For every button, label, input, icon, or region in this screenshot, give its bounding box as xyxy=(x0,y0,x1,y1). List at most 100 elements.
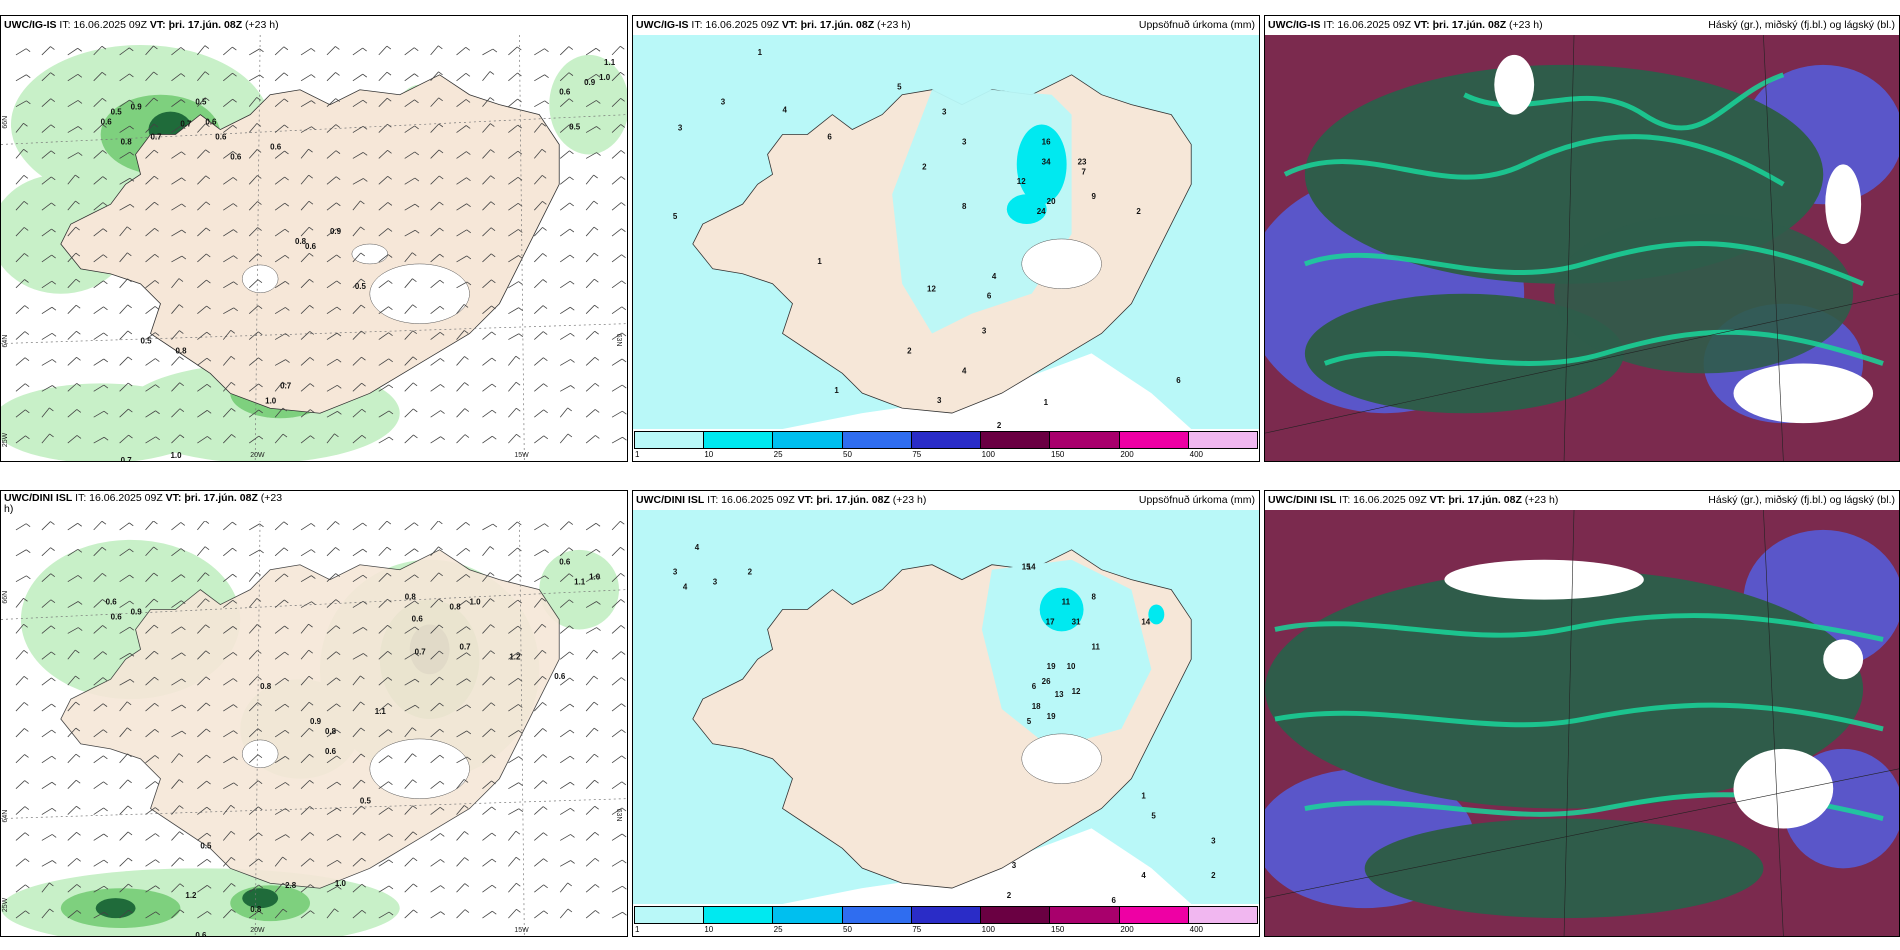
wind-barb xyxy=(404,356,414,366)
wind-barb-feather xyxy=(233,255,238,259)
wind-barb xyxy=(119,382,129,392)
wind-barb-feather xyxy=(179,356,184,360)
wind-barb xyxy=(404,883,414,893)
wind-barb-feather xyxy=(388,807,393,812)
wind-barb xyxy=(534,806,544,815)
wind-barb xyxy=(274,433,284,444)
wind-barb xyxy=(611,254,622,263)
wind-barb-feather xyxy=(438,624,444,629)
wind-barb-feather xyxy=(465,46,470,51)
wind-barb xyxy=(533,598,543,608)
map-accumulated-precip[interactable]: 4 3 2 3 4 15 14 11 17 31 8 14 19 26 18 13 12 19 10 11 6 5 3 2 4 1… xyxy=(633,510,1259,904)
wind-barb-feather xyxy=(50,599,56,604)
map-precip-wind[interactable]: 66N 64N 25W 20W 15W 63N 0.6 0.5 0.9 0.8 0.7 0… xyxy=(1,35,627,461)
wind-barb-feather xyxy=(387,228,393,232)
wind-barb-feather xyxy=(180,73,186,77)
wind-barb xyxy=(145,45,154,56)
wind-barb xyxy=(430,410,441,418)
wind-barb-feather xyxy=(518,730,523,734)
wind-barb xyxy=(326,202,337,211)
wind-barb-feather xyxy=(258,409,263,414)
wind-barb xyxy=(145,306,156,315)
wind-barb xyxy=(352,883,363,893)
wind-barb-feather xyxy=(569,599,574,604)
wind-barb xyxy=(197,546,206,557)
wind-barb-feather xyxy=(388,306,393,310)
map-cloud-cover[interactable] xyxy=(1265,35,1899,461)
wind-barb xyxy=(300,728,310,738)
wind-barb-feather xyxy=(232,547,237,552)
wind-barb xyxy=(15,100,27,108)
wind-barb xyxy=(119,779,128,789)
wind-barb-feather xyxy=(621,781,627,786)
wind-barb-feather xyxy=(362,627,368,631)
colorbar-swatch xyxy=(704,432,774,448)
map-cloud-cover[interactable] xyxy=(1265,510,1899,936)
wind-barb-feather xyxy=(204,71,210,75)
wind-barb-feather xyxy=(232,177,238,181)
map-value-label: 14 xyxy=(1027,563,1036,572)
map-value-label: 3 xyxy=(713,578,718,587)
map-precip-wind[interactable]: 66N 64N 25W 20W 15W 63N 0.6 0.9 0.8 0.6 0.8 1… xyxy=(1,510,627,936)
wind-barb xyxy=(508,381,517,392)
wind-barb-feather xyxy=(518,229,523,233)
wind-barb xyxy=(430,911,441,919)
wind-barb xyxy=(378,384,390,392)
wind-barb xyxy=(352,278,362,289)
wind-barb-feather xyxy=(620,45,625,50)
map-value-label: 1.0 xyxy=(470,598,482,607)
wind-barb xyxy=(585,575,597,583)
wind-barb-feather xyxy=(75,200,80,205)
wind-barb-feather xyxy=(51,651,56,656)
wind-barb-feather xyxy=(388,384,394,389)
wind-barb-feather xyxy=(412,304,417,309)
map-value-label: 0.5 xyxy=(141,337,153,346)
wind-barb-feather xyxy=(309,832,315,836)
wind-barb-feather xyxy=(622,436,627,441)
wind-barb xyxy=(559,677,570,686)
wind-barb-feather xyxy=(570,860,575,864)
wind-barb xyxy=(430,332,441,340)
wind-barb-feather xyxy=(541,122,547,127)
wind-barb-feather xyxy=(51,202,56,207)
wind-barb-feather xyxy=(103,384,109,389)
wind-barb xyxy=(534,383,544,392)
wind-barb-feather xyxy=(127,252,132,257)
wind-barb xyxy=(404,779,413,789)
wind-barb-feather xyxy=(155,885,160,890)
wind-barb-feather xyxy=(414,177,420,182)
wind-barb xyxy=(274,228,286,237)
wind-barb xyxy=(326,384,338,392)
wind-barb-feather xyxy=(492,435,497,440)
wind-barb-feather xyxy=(622,384,627,389)
wind-barb-feather xyxy=(308,623,313,628)
wind-barb-feather xyxy=(178,278,184,282)
wind-barb-feather xyxy=(26,575,31,580)
wind-barb xyxy=(404,125,415,133)
wind-barb xyxy=(482,175,491,185)
wind-barb xyxy=(171,652,182,660)
wind-barb xyxy=(93,911,105,919)
wind-barb-feather xyxy=(515,381,521,386)
wind-barb-feather xyxy=(181,203,186,208)
wind-barb-feather xyxy=(491,884,497,889)
wind-barb-feather xyxy=(490,123,495,127)
wind-barb-feather xyxy=(181,255,187,260)
wind-barb-feather xyxy=(362,574,368,579)
wind-barb-feather xyxy=(620,599,626,603)
wind-barb-feather xyxy=(127,805,133,810)
map-accumulated-precip[interactable]: 3 5 1 3 4 6 5 2 3 3 16 34 23 12 24 20 7 9 2 1 4 3 2 12 8 6 4 1 3 2 1 6 xyxy=(633,35,1259,429)
wind-barb xyxy=(119,226,128,237)
wind-barb-feather xyxy=(515,856,521,861)
wind-barb xyxy=(611,45,621,56)
wind-barb xyxy=(119,805,129,815)
wind-barb xyxy=(93,72,103,82)
wind-barb-feather xyxy=(490,201,496,205)
wind-barb-feather xyxy=(412,805,418,810)
wind-barb xyxy=(15,624,24,634)
wind-barb-feather xyxy=(23,122,28,127)
wind-barb-feather xyxy=(153,624,159,629)
wind-barb-feather xyxy=(308,649,313,654)
wind-barb xyxy=(404,548,415,557)
wind-barb-feather xyxy=(438,572,443,577)
